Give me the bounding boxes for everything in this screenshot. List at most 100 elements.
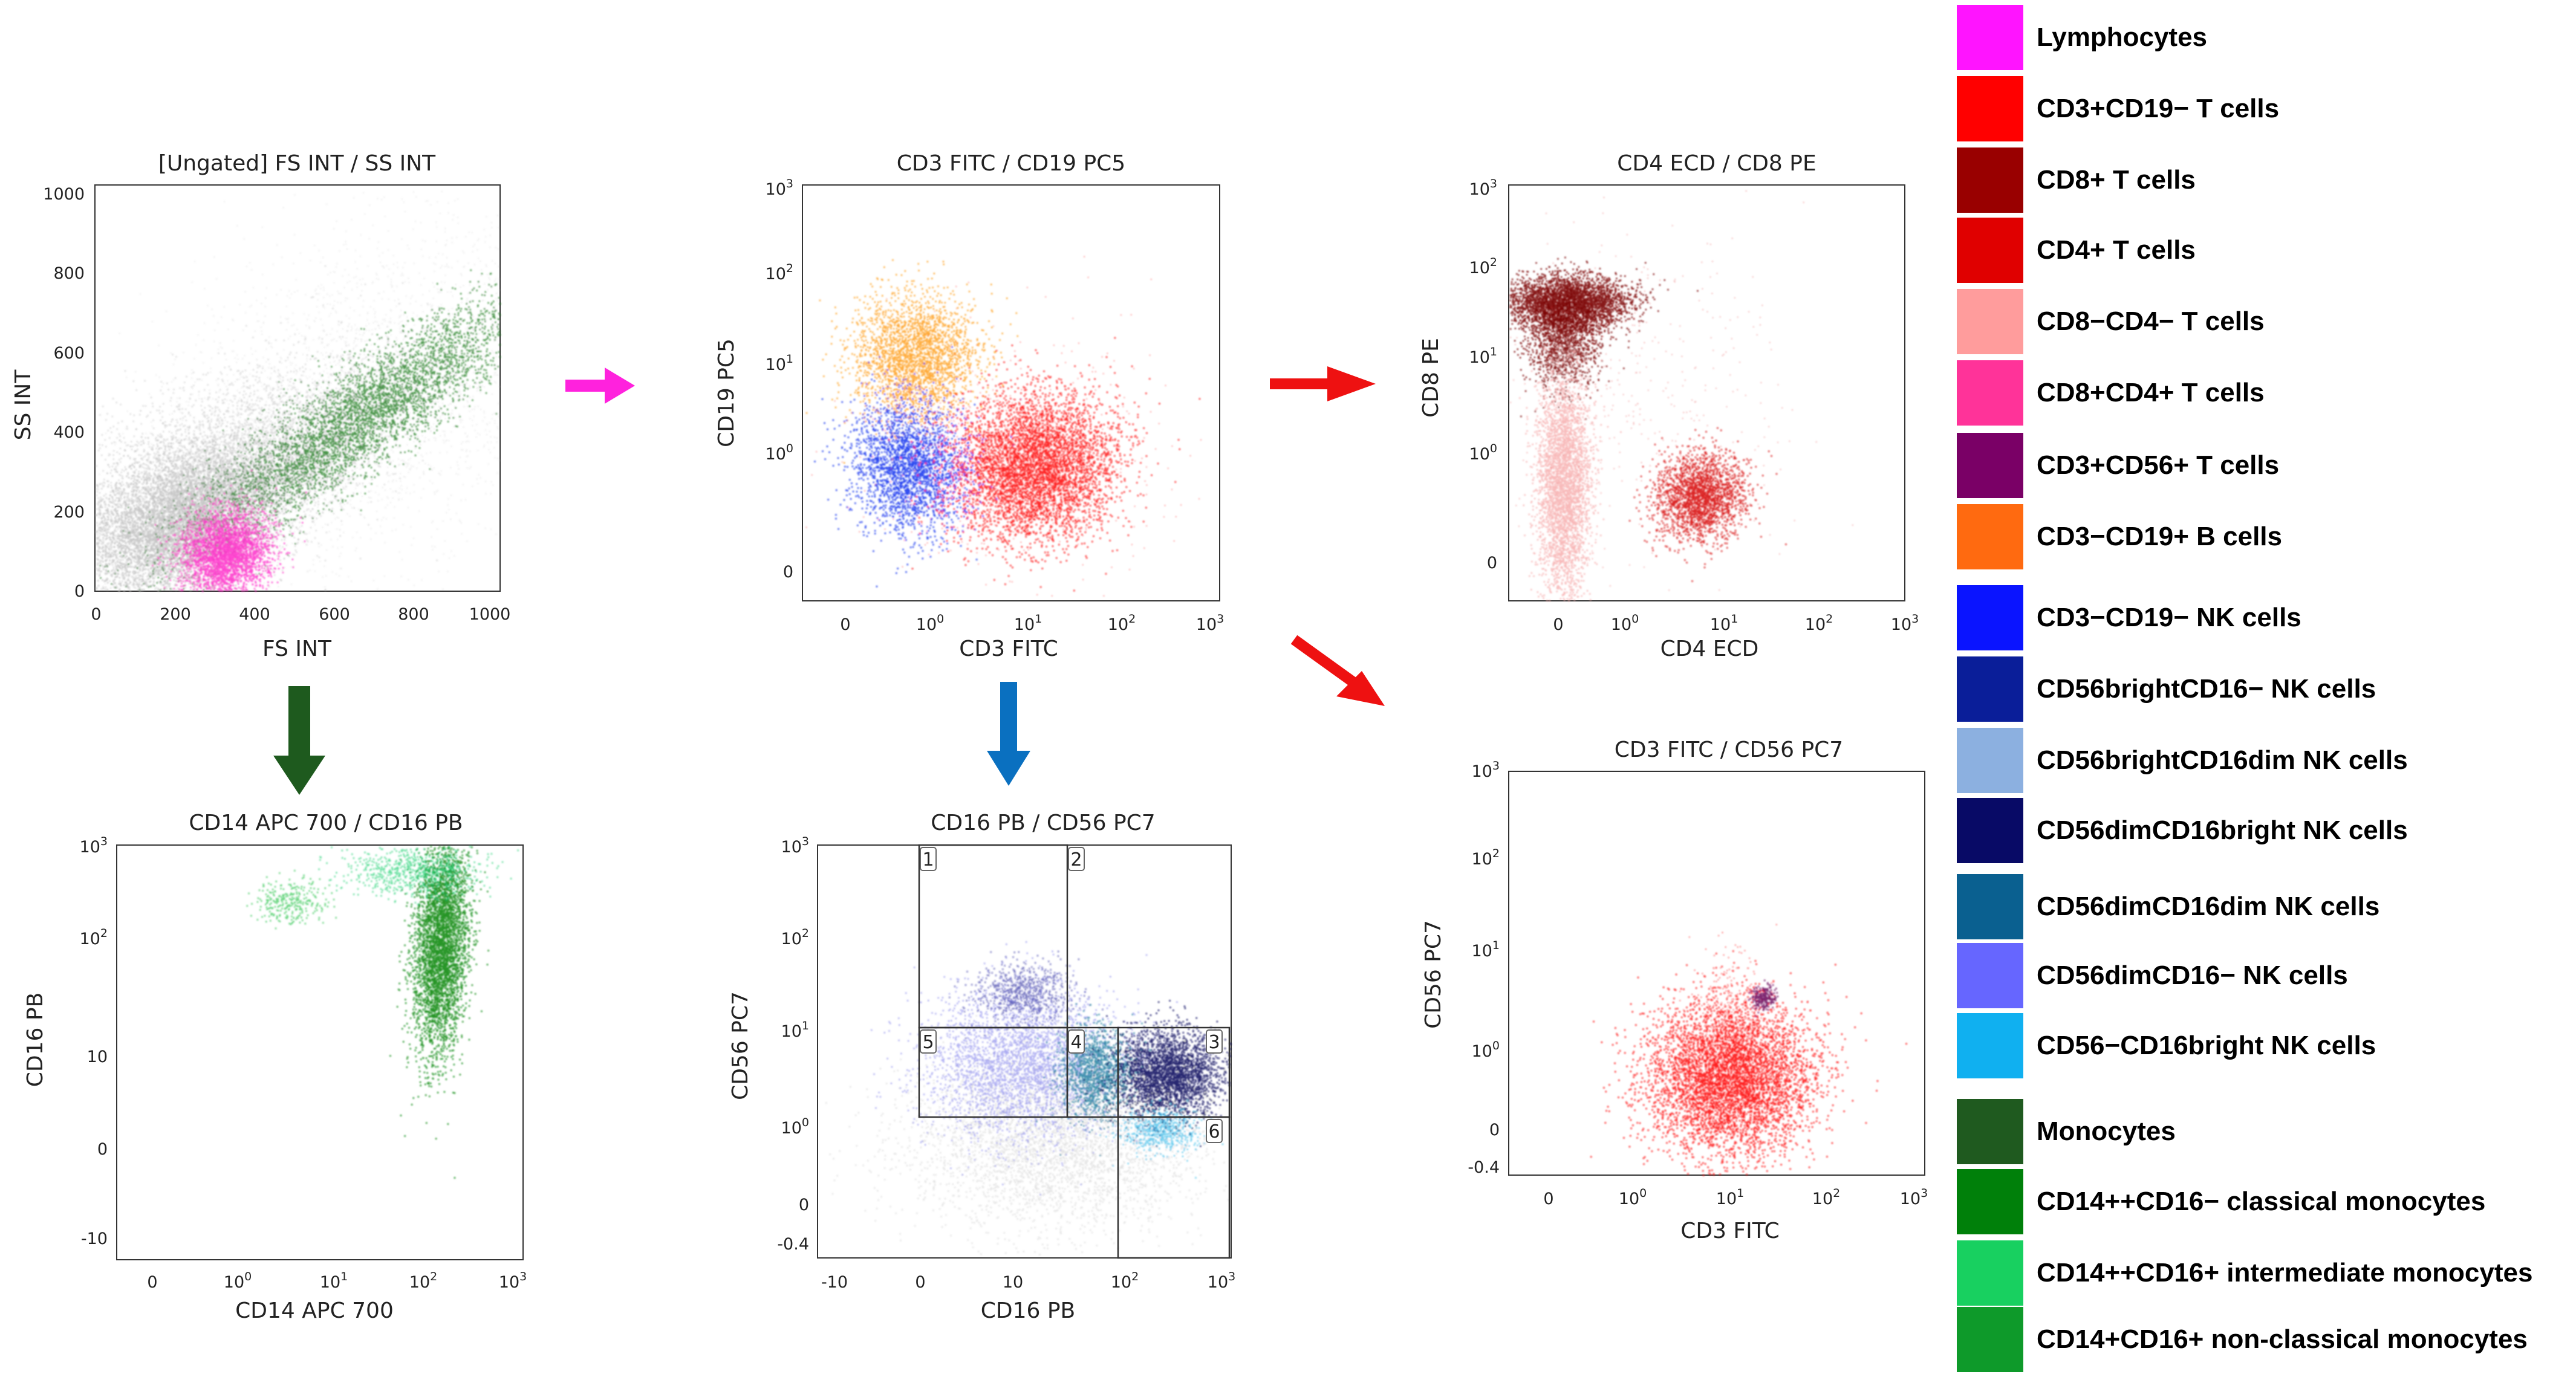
panel-6-xlabel: CD16 PB — [981, 1298, 1076, 1323]
panel-6-xticks: -10 0 10 102 103 — [821, 1270, 1235, 1292]
x-tick-label: 0 — [91, 605, 101, 624]
panel-3-xlabel: CD4 ECD — [1660, 637, 1759, 661]
legend-swatch — [1957, 1099, 2023, 1164]
y-tick-label: 102 — [1469, 256, 1497, 277]
legend-label: CD56dimCD16− NK cells — [2037, 961, 2348, 990]
x-tick-label: 0 — [147, 1273, 157, 1292]
x-tick-label: 102 — [1111, 1270, 1139, 1292]
y-tick-label: -0.4 — [1468, 1158, 1500, 1177]
panel-cd4-cd8: CD4 ECD / CD8 PE 0 100 101 102 103 0 100… — [1419, 151, 1919, 661]
legend-label: CD56brightCD16− NK cells — [2037, 674, 2376, 704]
y-tick-label: 101 — [1469, 345, 1497, 367]
gate-label-box — [920, 847, 937, 871]
x-tick-label: 1000 — [469, 605, 511, 624]
x-tick-label: 0 — [1543, 1190, 1553, 1208]
event-cloud — [246, 870, 337, 930]
panel-2-xlabel: CD3 FITC — [959, 637, 1058, 661]
legend-label: CD56dimCD16bright NK cells — [2037, 815, 2408, 845]
legend-swatch — [1957, 76, 2023, 141]
event-cloud — [1036, 1003, 1151, 1156]
y-tick-label: 0 — [1489, 1121, 1500, 1139]
legend-item: CD3−CD19− NK cells — [1952, 585, 2575, 652]
event-cloud — [1748, 979, 1779, 1017]
legend-swatch — [1957, 728, 2023, 793]
panel-1-title: [Ungated] FS INT / SS INT — [158, 151, 436, 176]
panel-4-events — [1590, 924, 1907, 1176]
y-tick-label: 100 — [1472, 1039, 1500, 1061]
y-tick-label: 101 — [781, 1019, 809, 1041]
y-tick-label: 0 — [1487, 554, 1497, 572]
y-tick-label: 103 — [80, 835, 108, 857]
legend-label: CD8+ T cells — [2037, 165, 2196, 195]
x-tick-label: 103 — [1900, 1187, 1928, 1208]
gate-label-box — [1068, 847, 1085, 871]
legend-item: CD56brightCD16dim NK cells — [1952, 728, 2575, 794]
legend-swatch — [1957, 874, 2023, 939]
legend-item: CD3+CD56+ T cells — [1952, 433, 2575, 499]
panel-2-title: CD3 FITC / CD19 PC5 — [897, 151, 1125, 176]
event-cloud — [1082, 1000, 1232, 1147]
legend-item: CD56dimCD16− NK cells — [1952, 943, 2575, 1009]
y-tick-label: 0 — [74, 582, 85, 601]
legend-item: CD14++CD16+ intermediate monocytes — [1952, 1240, 2575, 1307]
panel-4-ylabel: CD56 PC7 — [1421, 920, 1446, 1029]
event-cloud — [1099, 1099, 1224, 1179]
legend-swatch — [1957, 147, 2023, 213]
event-cloud — [1519, 304, 1622, 602]
panel-1-events — [96, 190, 501, 592]
y-tick-label: 102 — [781, 927, 809, 948]
panel-6-gate-labels: 1 2 3 4 5 6 — [920, 847, 1223, 1143]
event-cloud — [152, 470, 307, 592]
y-tick-label: 103 — [1469, 177, 1497, 199]
legend-item: CD8+ T cells — [1952, 147, 2575, 214]
gate-label-4: 4 — [1070, 1032, 1082, 1053]
legend-swatch — [1957, 1169, 2023, 1234]
x-tick-label: 400 — [239, 605, 270, 624]
panel-6-ylabel: CD56 PC7 — [728, 991, 753, 1100]
legend-label: CD3−CD19− NK cells — [2037, 603, 2301, 632]
y-tick-label: 0 — [783, 563, 793, 582]
legend-swatch — [1957, 798, 2023, 863]
gate-6 — [1117, 1116, 1231, 1259]
legend-item: CD3+CD19− T cells — [1952, 76, 2575, 143]
x-tick-label: 103 — [1196, 612, 1224, 634]
gate-label-6: 6 — [1208, 1121, 1220, 1142]
legend-swatch — [1957, 656, 2023, 722]
legend-swatch — [1957, 504, 2023, 569]
x-tick-label: 200 — [160, 605, 191, 624]
event-cloud — [1514, 256, 1630, 420]
gate-label-box — [1206, 1029, 1223, 1054]
legend-label: CD3+CD19− T cells — [2037, 94, 2280, 123]
legend-label: CD4+ T cells — [2037, 235, 2196, 265]
y-tick-label: 0 — [97, 1140, 108, 1159]
legend-swatch — [1957, 585, 2023, 650]
event-cloud — [318, 846, 519, 906]
x-tick-label: 101 — [1716, 1187, 1744, 1208]
legend-item: CD56dimCD16bright NK cells — [1952, 798, 2575, 864]
gate-label-1: 1 — [922, 849, 934, 870]
panel-3-yticks: 0 100 101 102 103 — [1469, 177, 1497, 572]
y-tick-label: 102 — [766, 262, 793, 284]
legend-item: CD56−CD16bright NK cells — [1952, 1013, 2575, 1080]
panel-6-gates — [918, 844, 1231, 1259]
y-tick-label: -10 — [81, 1230, 108, 1248]
x-tick-label: 100 — [224, 1270, 252, 1292]
event-cloud — [389, 846, 489, 1179]
x-tick-label: 103 — [499, 1270, 527, 1292]
event-cloud — [1628, 427, 1787, 582]
gate-label-box — [920, 1029, 937, 1054]
legend-swatch — [1957, 5, 2023, 70]
gate-label-box — [1068, 1029, 1085, 1054]
panel-2-yticks: 0 100 101 102 103 — [766, 177, 793, 582]
x-tick-label: 102 — [409, 1270, 437, 1292]
panel-5-yticks: -10 0 10 102 103 — [80, 835, 108, 1248]
legend-swatch — [1957, 433, 2023, 498]
x-tick-label: 100 — [1619, 1187, 1647, 1208]
legend-swatch — [1957, 218, 2023, 283]
x-tick-label: 0 — [915, 1273, 925, 1292]
lymphocyte-gate-arrow — [565, 368, 635, 404]
panel-5-xticks: 0 100 101 102 103 — [147, 1270, 527, 1292]
legend-swatch — [1957, 1307, 2023, 1372]
legend-item: CD8−CD4− T cells — [1952, 289, 2575, 355]
panel-5-ylabel: CD16 PB — [23, 993, 48, 1087]
